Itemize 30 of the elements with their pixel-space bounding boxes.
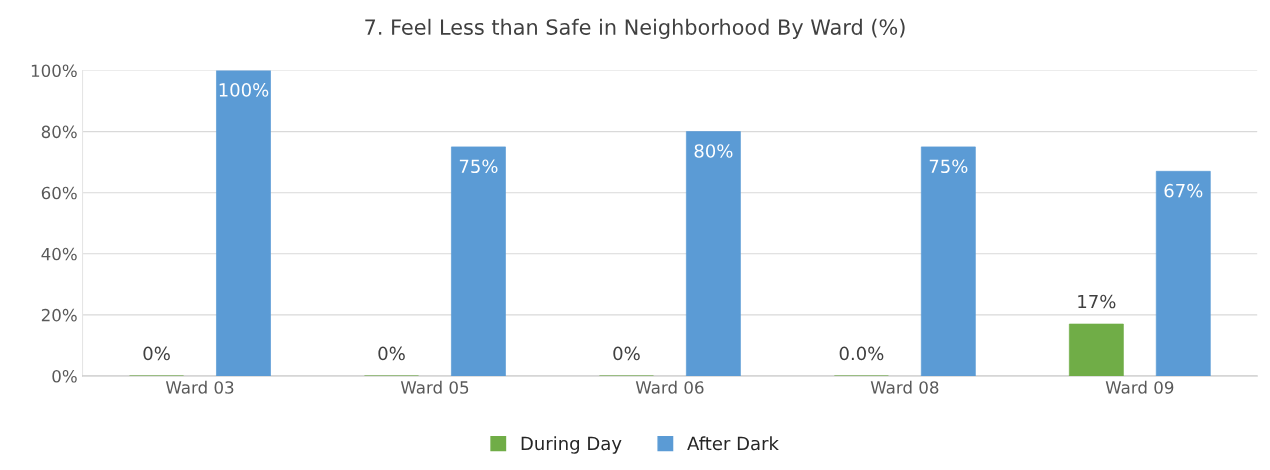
bar [920, 146, 976, 376]
y-tick-label: 40% [41, 247, 77, 261]
bar [451, 146, 506, 376]
y-tick-label: 60% [41, 186, 77, 200]
data-label: 75% [929, 159, 968, 174]
data-label: 17% [1078, 294, 1116, 309]
y-tick-label: 20% [41, 308, 77, 322]
legend-label: After Dark [687, 436, 779, 451]
data-label: 75% [459, 159, 498, 174]
data-label: 0% [378, 346, 405, 361]
y-tick-label: 0% [52, 369, 77, 383]
bar [1155, 170, 1211, 376]
x-tick-label: Ward 06 [635, 380, 704, 394]
data-label: 80% [694, 144, 733, 158]
bar [216, 70, 271, 376]
x-tick-label: Ward 08 [870, 380, 939, 394]
data-label: 0% [143, 346, 170, 361]
data-label: 0% [613, 346, 640, 361]
legend-label: During Day [521, 436, 622, 454]
y-tick-label: 100% [31, 64, 77, 78]
data-label: 0.0% [839, 346, 884, 361]
bar [1068, 323, 1124, 376]
chart-title: 7. Feel Less than Safe in Neighborhood By Ward (%) [365, 18, 905, 39]
data-label: 67% [1164, 183, 1203, 198]
data-label: 100% [219, 83, 269, 97]
x-tick-label: Ward 05 [400, 380, 469, 394]
bar [686, 131, 741, 376]
x-tick-label: Ward 09 [1105, 380, 1174, 394]
y-tick-label: 80% [41, 125, 77, 139]
x-tick-label: Ward 03 [165, 380, 234, 394]
